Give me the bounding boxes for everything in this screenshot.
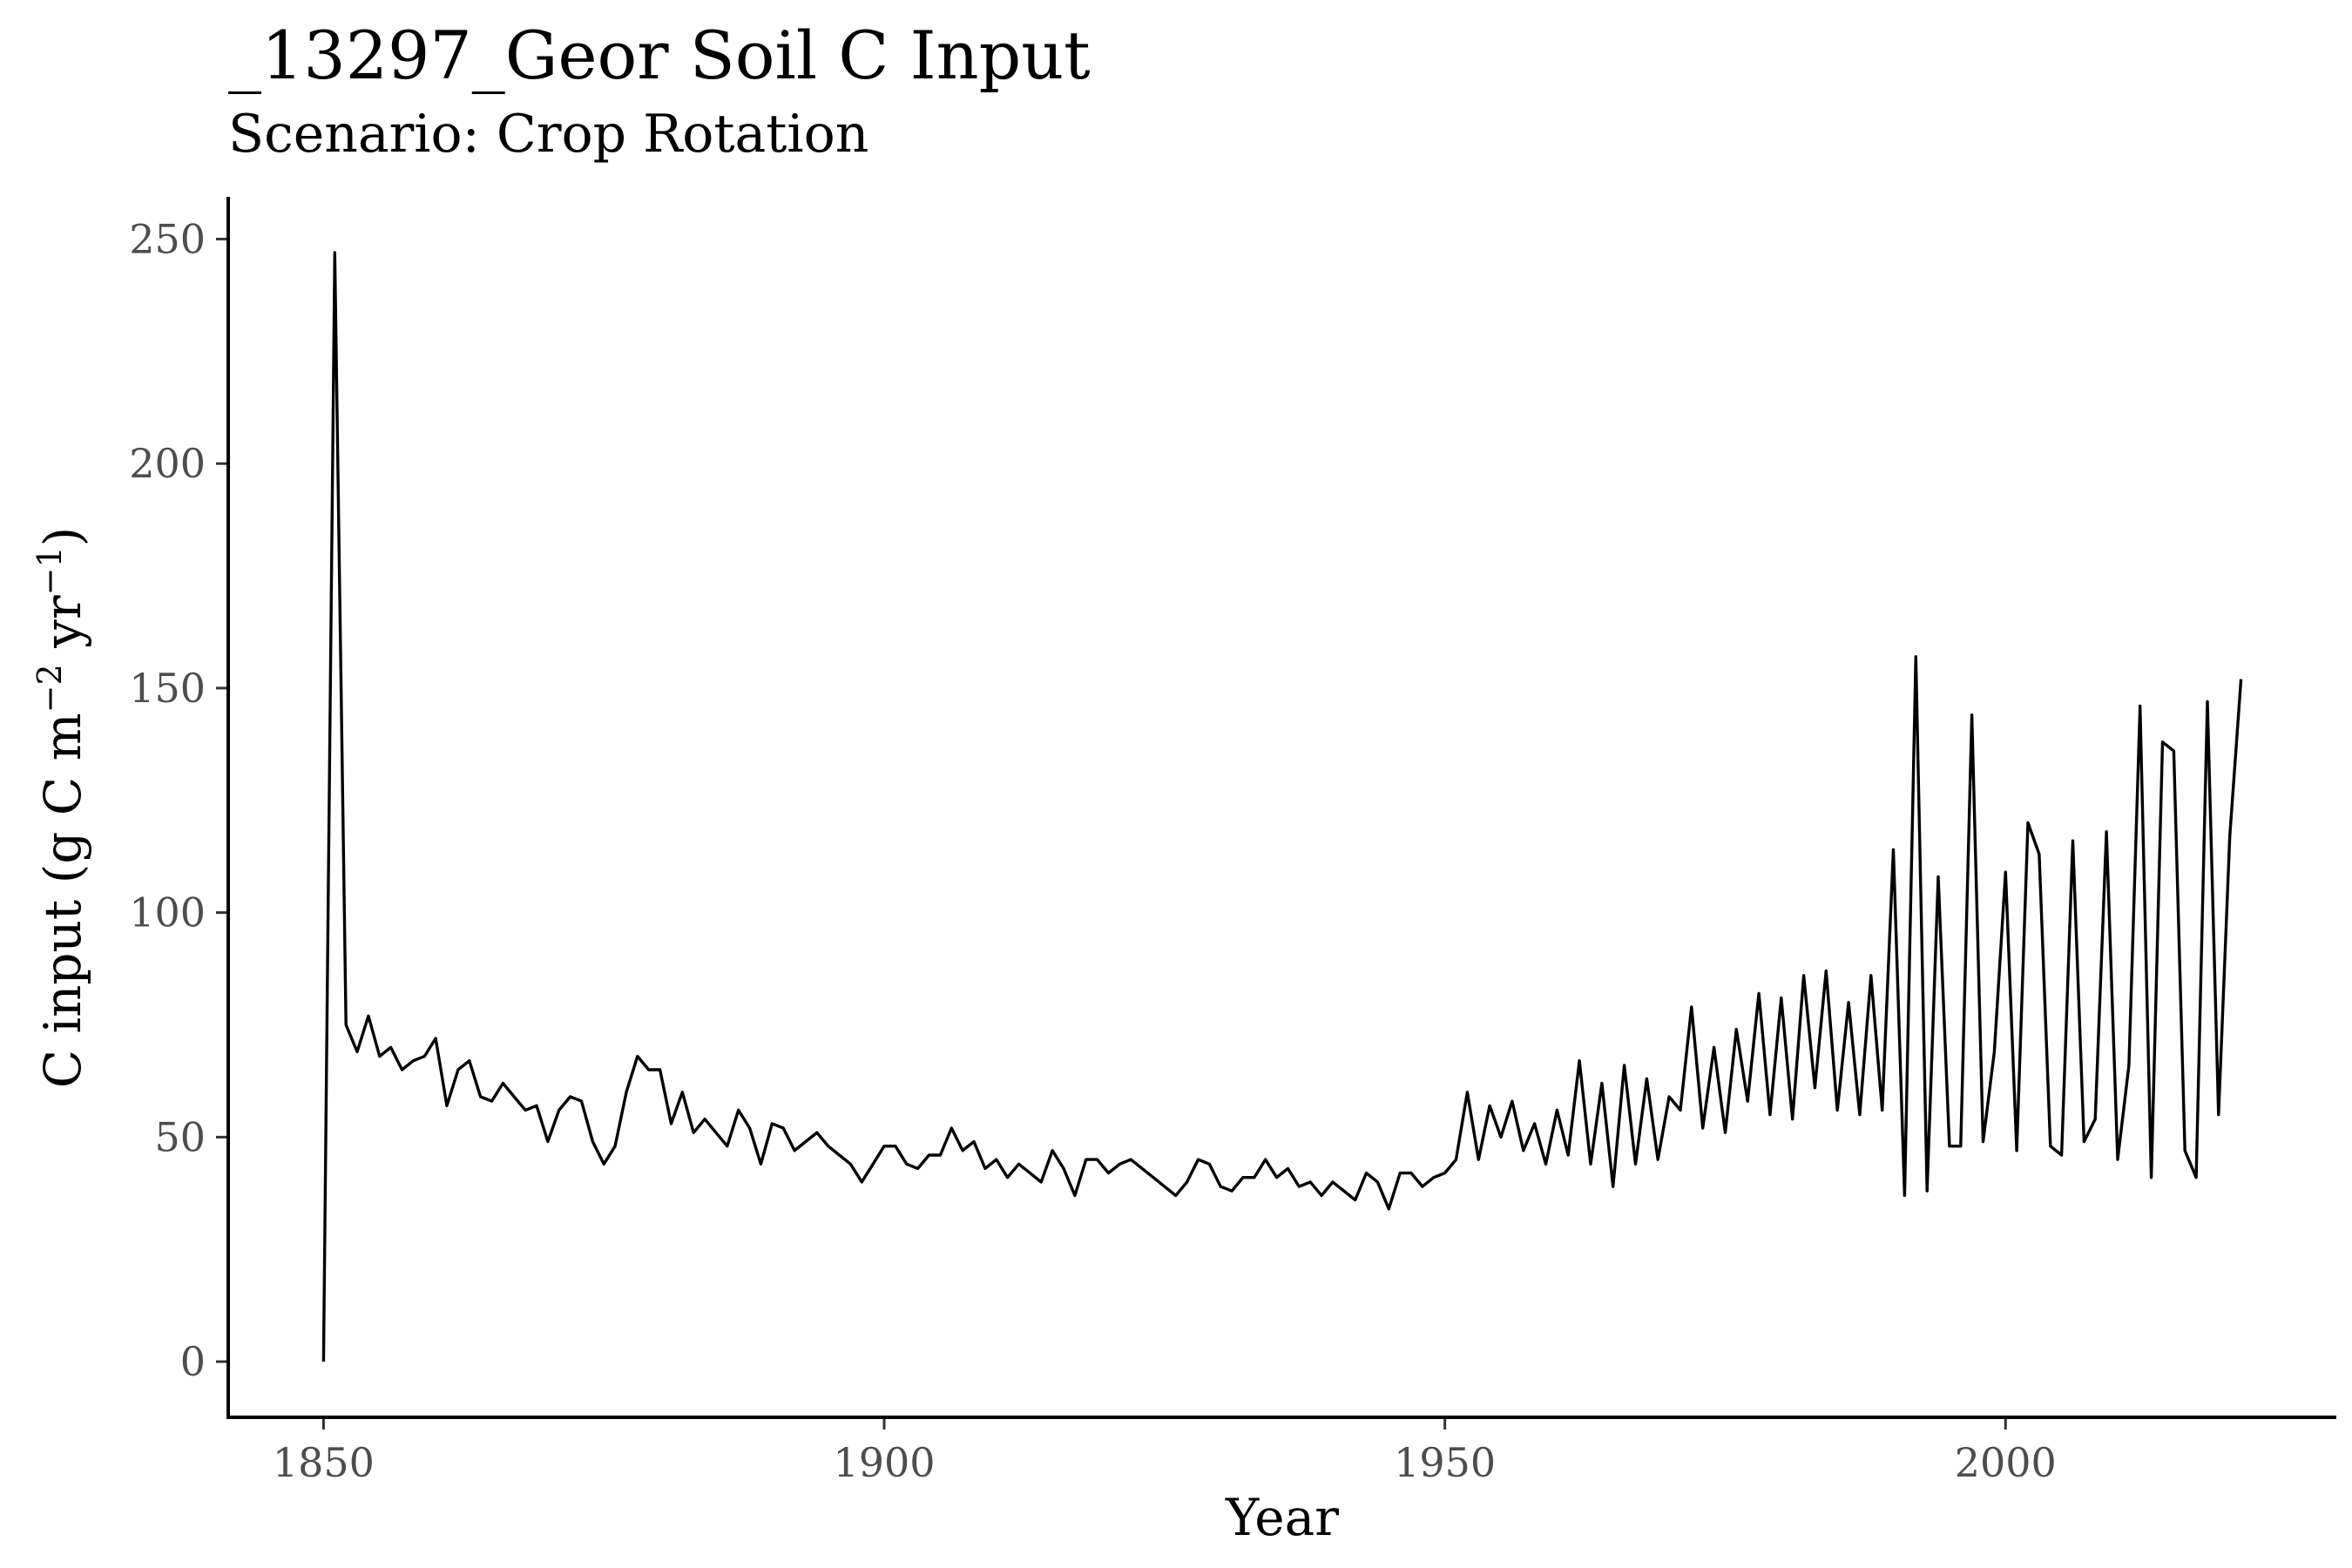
y-tick-label: 50 <box>154 1113 206 1160</box>
y-tick-label: 200 <box>129 440 206 487</box>
x-axis-title: Year <box>1225 1488 1339 1547</box>
x-tick-label: 2000 <box>1955 1439 2057 1486</box>
chart-title: _13297_Geor Soil C Input <box>228 17 1091 94</box>
y-tick-label: 100 <box>129 889 206 936</box>
x-tick-label: 1900 <box>833 1439 935 1486</box>
y-axis-title: C input (g C m−2 yr−1) <box>30 527 92 1089</box>
y-tick-label: 150 <box>129 665 206 712</box>
series-line <box>321 251 2243 1362</box>
x-tick-label: 1950 <box>1394 1439 1496 1486</box>
y-tick-label: 0 <box>180 1338 206 1385</box>
x-tick-label: 1850 <box>273 1439 375 1486</box>
y-tick-label: 250 <box>129 215 206 262</box>
chart-subtitle: Scenario: Crop Rotation <box>228 104 869 165</box>
